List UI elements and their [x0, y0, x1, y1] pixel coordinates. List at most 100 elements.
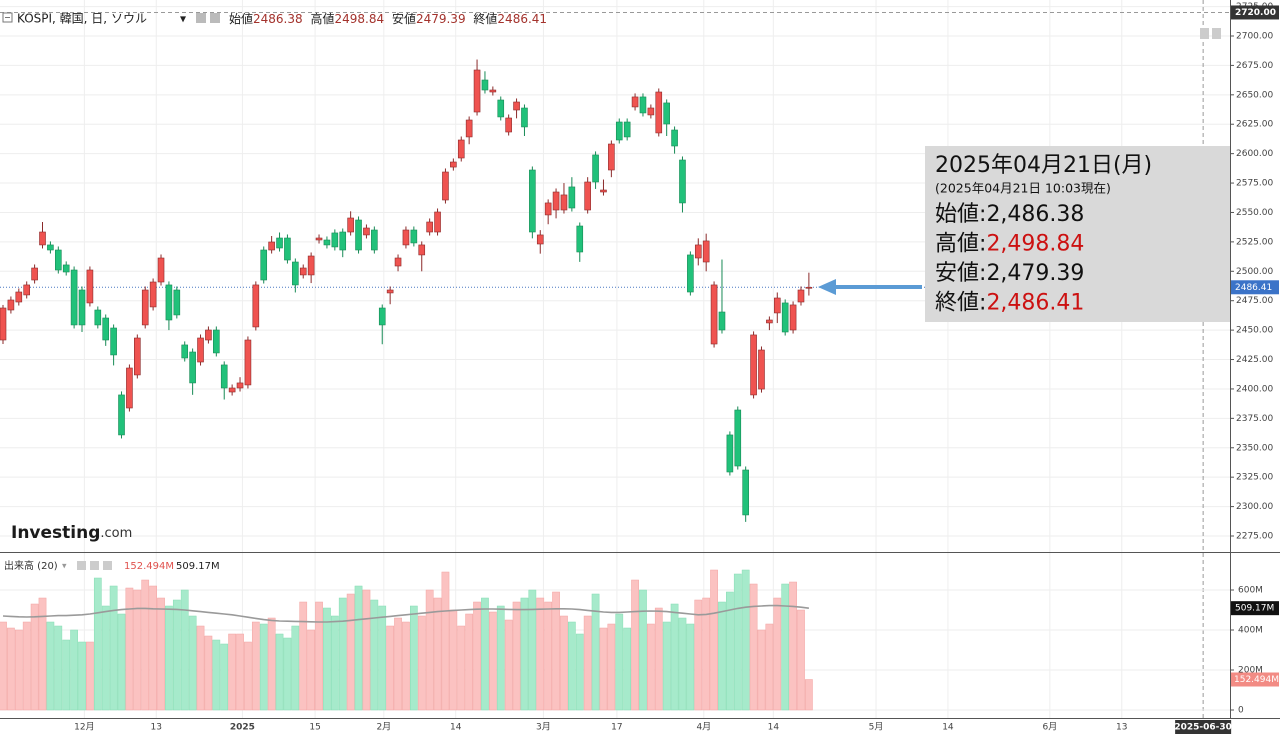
volume-bar: [417, 615, 426, 711]
candle-body: [268, 241, 275, 251]
x-tick-label: 2月: [376, 722, 391, 733]
volume-bar: [504, 619, 513, 711]
y-tick-label: 2425.00: [1236, 355, 1273, 365]
volume-bar: [251, 621, 260, 711]
candle-body: [157, 257, 165, 283]
candle-body: [299, 267, 307, 276]
volume-bar: [544, 601, 553, 711]
volume-bar: [489, 611, 497, 711]
volume-bar: [165, 605, 173, 711]
candle-body: [647, 107, 655, 116]
pointer-arrow-head: [818, 279, 836, 295]
volume-bar: [520, 597, 529, 711]
ohlc-value: 2486.38: [253, 12, 303, 26]
candle-body: [31, 267, 38, 281]
dropdown-icon[interactable]: ▾: [180, 12, 186, 26]
volume-bar: [591, 593, 600, 711]
volume-bar: [244, 641, 252, 711]
volume-bar: [457, 625, 466, 711]
volume-bar: [623, 627, 632, 711]
settings-icon[interactable]: [196, 13, 206, 23]
volume-bar: [639, 589, 647, 711]
volume-bar: [323, 607, 331, 711]
volume-bar: [330, 615, 339, 711]
settings-icon[interactable]: [77, 561, 86, 570]
volume-bar: [386, 625, 394, 711]
volume-bar: [773, 597, 782, 711]
volume-bar: [528, 589, 537, 711]
tooltip-row-label: 高値: [935, 232, 979, 257]
volume-bar: [797, 609, 805, 711]
tooltip-row-value: 2,486.41: [986, 291, 1084, 316]
candle-body: [165, 284, 173, 321]
candle-body: [260, 249, 268, 281]
tooltip-rows: 始値:2,486.38高値:2,498.84安値:2,479.39終値:2,48…: [935, 202, 1084, 316]
candle-body: [781, 302, 789, 333]
tooltip-row-label: 安値: [935, 261, 979, 286]
candle-body: [86, 269, 94, 304]
candle-body: [615, 121, 623, 141]
candle-body: [766, 319, 773, 324]
candle-body: [47, 244, 54, 251]
volume-bar: [180, 589, 189, 711]
volume-bar: [394, 617, 402, 711]
y-tick-label: 2300.00: [1236, 502, 1273, 512]
x-tick-label: 5月: [869, 722, 884, 733]
last-price-box: [1231, 280, 1279, 295]
y-tick-label: 2600.00: [1236, 149, 1273, 159]
volume-bar: [702, 597, 711, 711]
candle-body: [181, 344, 189, 359]
volume-bar: [647, 623, 655, 711]
y-tick-label: 2525.00: [1236, 237, 1273, 247]
volume-bar: [22, 621, 31, 711]
volume-bar: [749, 583, 758, 711]
volume-title: 出来高 (20): [4, 559, 58, 572]
candle-body: [197, 337, 204, 363]
candle-body: [734, 409, 742, 467]
y-tick-label: 2675.00: [1236, 61, 1273, 71]
settings-icon[interactable]: [90, 561, 99, 570]
candle-body: [544, 202, 552, 216]
volume-bar: [694, 599, 703, 711]
ohlc-label: 終値: [473, 11, 497, 26]
volume-bar: [631, 579, 639, 711]
volume-bar: [125, 587, 134, 711]
toolbar-icon[interactable]: [1212, 28, 1221, 39]
candle-body: [418, 244, 426, 256]
volume-bar: [54, 625, 63, 711]
ohlc-value: 2486.41: [497, 12, 547, 26]
volume-bar: [157, 597, 165, 711]
settings-icon[interactable]: [210, 13, 220, 23]
candle-body: [560, 194, 568, 211]
volume-bar: [204, 635, 213, 711]
volume-bar: [512, 601, 521, 711]
volume-bar: [70, 629, 78, 711]
ohlc-label: 始値: [229, 11, 253, 26]
candle-body: [631, 96, 639, 108]
candle-body: [323, 239, 331, 246]
candle-body: [102, 317, 110, 341]
candle-body: [189, 351, 196, 384]
volume-bar: [362, 589, 371, 711]
y-tick-label: 2325.00: [1236, 473, 1273, 483]
volume-bar: [378, 605, 387, 711]
volume-bar: [781, 583, 790, 711]
y-tick-label: 400M: [1238, 626, 1263, 636]
ma-value: 509.17M: [176, 561, 220, 572]
candle-body: [173, 289, 181, 316]
volume-bar: [7, 627, 15, 711]
y-tick-label: 2575.00: [1236, 179, 1273, 189]
x-tick-label: 14: [942, 723, 954, 733]
y-tick-label: 2275.00: [1236, 532, 1273, 542]
volume-last-label: 152.494M: [1234, 675, 1279, 685]
candle-body: [363, 227, 370, 236]
volume-bar: [560, 615, 568, 711]
collapse-icon[interactable]: [2, 12, 13, 23]
candle-body: [529, 169, 536, 233]
ohlc-value: 2479.39: [416, 12, 466, 26]
ma-last-box: [1231, 601, 1279, 616]
toolbar-icon[interactable]: [1200, 28, 1209, 39]
dropdown-icon[interactable]: ▾: [62, 562, 67, 572]
close-icon[interactable]: [103, 561, 112, 570]
candle-body: [513, 101, 520, 111]
